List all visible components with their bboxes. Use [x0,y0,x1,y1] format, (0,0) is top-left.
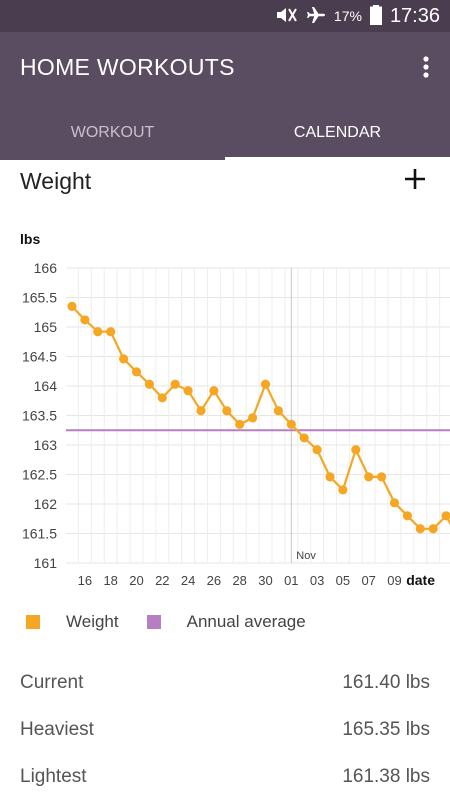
x-tick-label: 01 [284,573,298,588]
stat-heaviest: Heaviest 165.35 lbs [20,713,430,760]
stat-value: 161.40 lbs [342,666,430,713]
x-tick-label: 18 [103,573,117,588]
data-point [403,511,412,520]
data-point [196,406,205,415]
data-point [184,386,193,395]
legend-label: Weight [66,612,119,632]
tab-indicator [225,157,450,160]
stat-label: Current [20,666,83,713]
y-tick-label: 161 [34,555,58,571]
y-tick-label: 163 [34,437,58,453]
legend-item-weight: Weight [26,612,119,632]
data-point [209,386,218,395]
data-point [429,524,438,533]
x-axis-label: date [406,572,435,588]
data-point [67,302,76,311]
mute-icon [274,6,298,27]
data-point [351,445,360,454]
legend-swatch [147,615,161,629]
x-tick-label: 28 [232,573,246,588]
y-tick-label: 162 [34,496,58,512]
battery-percent: 17% [334,8,362,24]
clock: 17:36 [390,5,440,28]
data-point [261,380,270,389]
y-tick-label: 163.5 [22,408,57,424]
stat-label: Heaviest [20,713,94,760]
x-tick-label: 20 [129,573,143,588]
y-axis-label: lbs [20,231,40,247]
x-tick-label: 22 [155,573,169,588]
data-point [93,327,102,336]
tab-label: WORKOUT [71,124,155,141]
y-tick-label: 161.5 [22,526,57,542]
stat-value: 165.35 lbs [342,713,430,760]
stat-current: Current 161.40 lbs [20,666,430,713]
legend-item-average: Annual average [147,612,306,632]
x-tick-label: 30 [258,573,272,588]
y-tick-label: 164.5 [22,349,57,365]
tab-workout[interactable]: WORKOUT [0,112,225,160]
data-point [325,472,334,481]
data-point [132,367,141,376]
y-tick-label: 165.5 [22,290,57,306]
tab-calendar[interactable]: CALENDAR [225,112,450,160]
legend-label: Annual average [187,612,306,632]
x-tick-label: 16 [78,573,92,588]
data-point [80,315,89,324]
y-tick-label: 164 [34,378,58,394]
x-tick-label: 24 [181,573,195,588]
stats-list: Current 161.40 lbs Heaviest 165.35 lbs L… [20,666,430,807]
y-tick-label: 162.5 [22,467,57,483]
data-point [377,472,386,481]
airplane-icon [306,5,326,28]
data-point [300,433,309,442]
x-tick-label: 05 [336,573,350,588]
x-tick-label: 09 [387,573,401,588]
more-vert-icon[interactable] [416,52,436,82]
app-title: HOME WORKOUTS [20,54,235,81]
app-bar: HOME WORKOUTS WORKOUT CALENDAR [0,32,450,160]
x-tick-label: 03 [310,573,324,588]
data-point [313,445,322,454]
plus-icon[interactable] [402,166,428,192]
data-point [338,485,347,494]
chart-legend: Weight Annual average [26,612,334,632]
y-tick-label: 166 [34,260,58,276]
tab-label: CALENDAR [294,124,381,141]
section-title: Weight [20,168,91,195]
data-point [416,524,425,533]
x-tick-label: 26 [207,573,221,588]
data-point [106,327,115,336]
battery-icon [370,5,382,28]
x-tick-label: 07 [361,573,375,588]
data-point [171,380,180,389]
data-point [390,498,399,507]
weight-chart: 161 161.5 162 162.5 163 163.5 164 164.5 165 165.5… [0,226,450,596]
data-point [248,413,257,422]
tab-bar: WORKOUT CALENDAR [0,112,450,160]
data-point [119,354,128,363]
data-point [364,472,373,481]
data-point [287,420,296,429]
data-point [222,406,231,415]
data-point [235,420,244,429]
data-point [274,406,283,415]
legend-swatch [26,615,40,629]
data-point [145,380,154,389]
data-point [158,393,167,402]
month-marker-label: Nov [296,550,316,562]
y-tick-label: 165 [34,319,58,335]
status-bar: 17% 17:36 [0,0,450,32]
